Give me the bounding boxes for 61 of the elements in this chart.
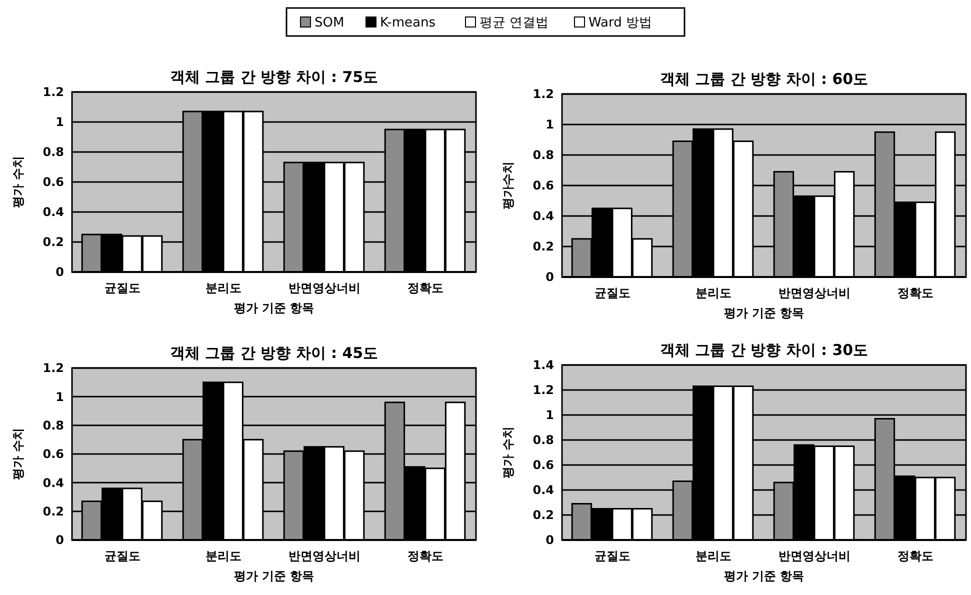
y-tick-label: 0 xyxy=(546,270,554,284)
x-tick-label: 반면영상너비 xyxy=(778,549,850,563)
chart-title: 객체 그룹 간 방향 차이 : 60도 xyxy=(660,70,868,88)
legend-label: 평균 연결법 xyxy=(480,16,549,31)
chart-title: 객체 그룹 간 방향 차이 : 45도 xyxy=(170,344,378,362)
x-tick-label: 정확도 xyxy=(898,549,934,563)
x-tick-label: 정확도 xyxy=(898,286,934,300)
y-axis-title: 평가수치 xyxy=(501,162,515,210)
y-tick-label: 0.2 xyxy=(532,240,554,254)
y-tick-label: 0 xyxy=(546,533,554,548)
y-tick-label: 0 xyxy=(56,533,64,548)
x-axis-title: 평가 기준 항목 xyxy=(234,301,314,315)
y-tick-label: 0.6 xyxy=(42,175,64,190)
chart-title: 객체 그룹 간 방향 차이 : 75도 xyxy=(170,68,378,86)
y-axis-title: 평가 수치 xyxy=(501,426,515,479)
y-tick-label: 0.4 xyxy=(532,483,554,498)
y-tick-label: 0.4 xyxy=(532,209,554,224)
y-tick-label: 1 xyxy=(56,390,64,404)
y-tick-label: 0.8 xyxy=(532,148,554,162)
y-tick-label: 1.2 xyxy=(532,87,554,102)
y-axis-title: 평가 수치 xyxy=(11,156,25,208)
y-tick-label: 0.6 xyxy=(532,178,554,193)
x-tick-label: 분리도 xyxy=(206,281,242,295)
x-tick-label: 분리도 xyxy=(696,286,732,300)
y-tick-label: 0 xyxy=(56,265,64,280)
y-tick-label: 0.2 xyxy=(42,504,64,519)
y-tick-label: 1.4 xyxy=(532,358,554,372)
y-tick-label: 1.2 xyxy=(532,383,554,398)
y-tick-label: 1 xyxy=(546,118,554,132)
chart-title: 객체 그룹 간 방향 차이 : 30도 xyxy=(660,341,868,359)
y-axis-title: 평가 수치 xyxy=(11,428,25,480)
x-tick-label: 반면영상너비 xyxy=(288,549,360,563)
y-tick-label: 1 xyxy=(546,408,554,422)
x-tick-label: 분리도 xyxy=(696,549,732,563)
x-tick-label: 반면영상너비 xyxy=(288,281,360,295)
y-tick-label: 1.2 xyxy=(42,85,64,100)
y-tick-label: 0.2 xyxy=(532,508,554,522)
y-tick-label: 0.6 xyxy=(42,447,64,462)
y-tick-label: 1 xyxy=(56,115,64,130)
x-tick-label: 균질도 xyxy=(594,286,630,300)
x-tick-label: 반면영상너비 xyxy=(778,286,850,300)
x-tick-label: 정확도 xyxy=(408,281,444,295)
x-tick-label: 균질도 xyxy=(104,549,140,563)
y-tick-label: 1.2 xyxy=(42,361,64,376)
x-axis-title: 평가 기준 항목 xyxy=(234,569,314,583)
y-tick-label: 0.6 xyxy=(532,458,554,472)
y-tick-label: 0.4 xyxy=(42,476,64,490)
x-axis-title: 평가 기준 항목 xyxy=(724,569,804,583)
legend-label: SOM xyxy=(314,16,344,31)
y-tick-label: 0.8 xyxy=(42,418,64,433)
x-tick-label: 분리도 xyxy=(206,549,242,563)
y-tick-label: 0.4 xyxy=(42,205,64,220)
legend-label: K-means xyxy=(380,16,436,31)
x-tick-label: 균질도 xyxy=(104,281,140,295)
x-axis-title: 평가 기준 항목 xyxy=(724,306,804,320)
x-tick-label: 정확도 xyxy=(408,549,444,563)
legend-label: Ward 방법 xyxy=(588,16,652,31)
y-tick-label: 0.2 xyxy=(42,235,64,250)
x-tick-label: 균질도 xyxy=(594,549,630,563)
y-tick-label: 0.8 xyxy=(532,433,554,448)
y-tick-label: 0.8 xyxy=(42,145,64,160)
